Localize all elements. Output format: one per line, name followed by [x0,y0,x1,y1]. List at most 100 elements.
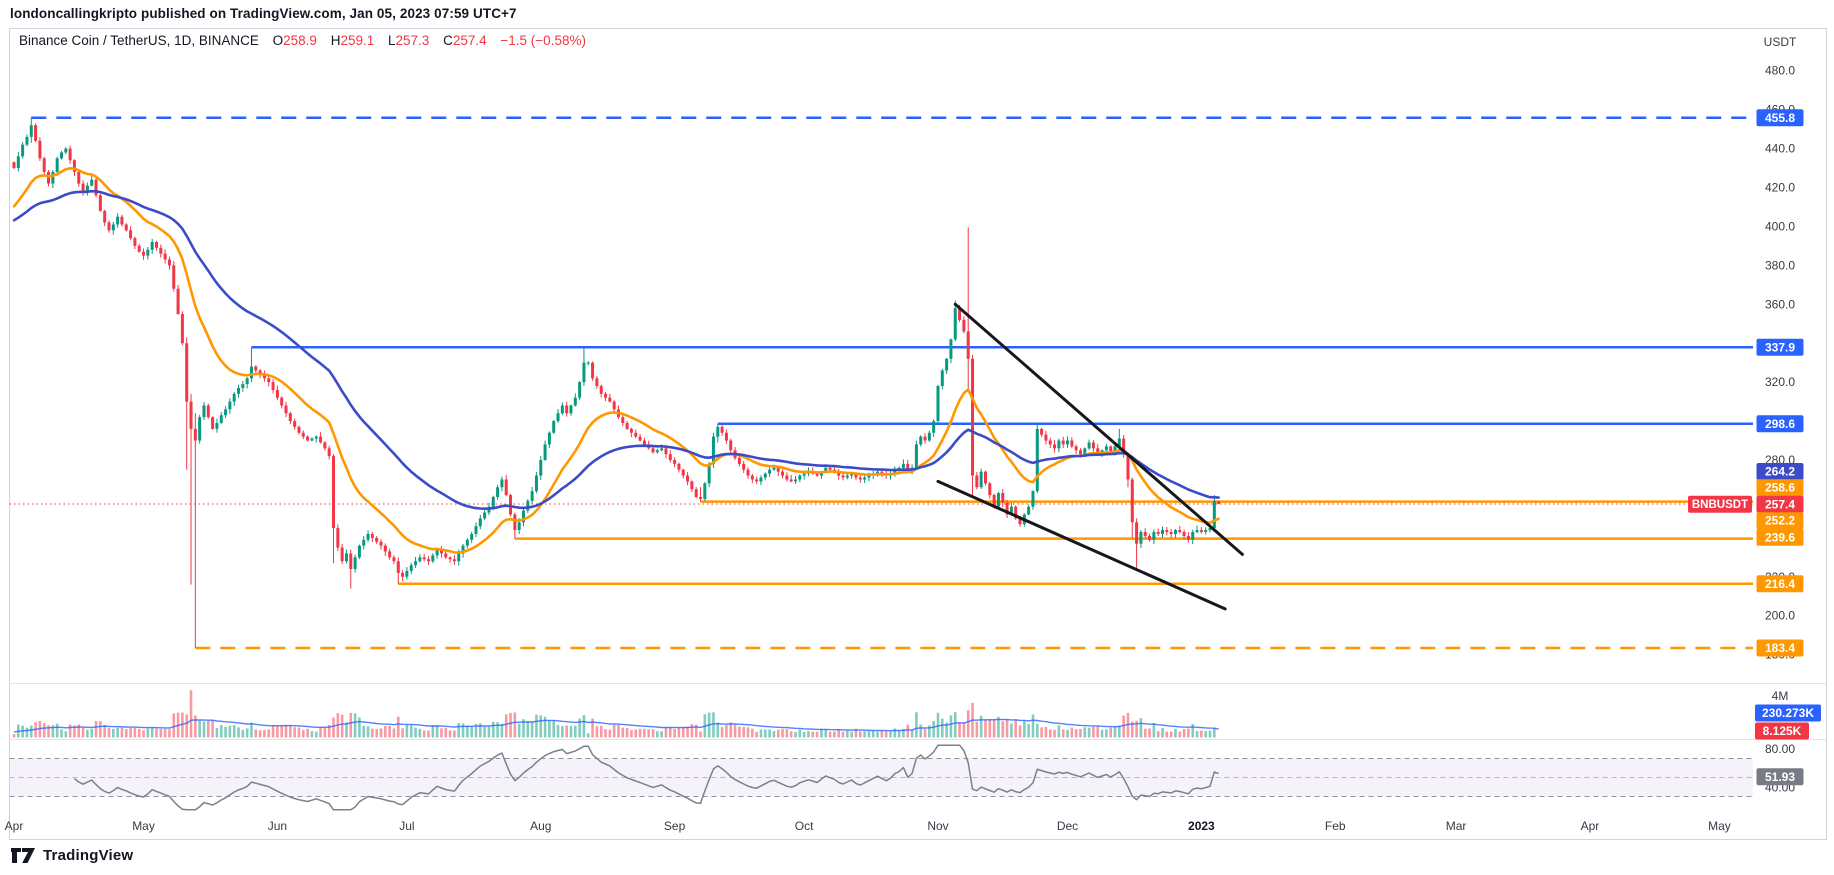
candle [914,444,918,468]
volume-bar [435,725,439,738]
volume-series[interactable] [12,690,1216,738]
volume-bar [1118,725,1121,738]
volume-bar [522,719,525,738]
time-axis-label[interactable]: May [132,819,155,833]
volume-bar [552,720,556,738]
candle [349,553,353,570]
last-price-badge-text: 257.4 [1765,497,1795,511]
price-axis-label[interactable]: 320.0 [1765,375,1795,389]
falling-wedge-upper[interactable] [953,302,1244,556]
candle [422,557,426,560]
candle [353,557,357,570]
time-axis-label[interactable]: Jul [399,819,414,833]
candle [543,444,547,460]
volume-bar [1087,727,1091,738]
time-axis-label[interactable]: Apr [1581,819,1600,833]
time-axis-label[interactable]: Feb [1325,819,1346,833]
time-axis-label[interactable]: 2023 [1188,819,1215,833]
candle [677,463,681,470]
time-axis-label[interactable]: Apr [5,819,24,833]
time-axis-label[interactable]: May [1708,819,1731,833]
volume-bar [621,727,625,738]
volume-bar [686,726,689,738]
rsi-line[interactable] [73,744,1219,811]
volume-bar [25,727,29,738]
tradingview-logo-icon[interactable] [10,847,36,864]
candle [703,483,707,499]
volume-bar [99,721,102,738]
candle [474,526,478,534]
volume-bar [474,724,478,738]
volume-bar [1057,725,1061,738]
volume-bar [988,719,992,738]
footer-brand[interactable]: TradingView [43,847,134,864]
volume-bar [388,725,391,738]
volume-bar [280,725,283,738]
candle [1208,528,1212,531]
volume-bar [517,723,521,738]
volume-bar [228,725,232,738]
time-axis-label[interactable]: Sep [664,819,686,833]
price-axis-label[interactable]: 440.0 [1765,142,1795,156]
candle [595,378,599,387]
candle [232,393,236,402]
volume-bar [271,725,275,738]
candle [854,473,858,478]
time-axis-label[interactable]: Aug [530,819,551,833]
time-axis-label[interactable]: Nov [927,819,948,833]
price-axis-label[interactable]: 400.0 [1765,219,1795,233]
volume-ma-line[interactable] [13,718,1219,733]
price-axis-label[interactable]: 380.0 [1765,258,1795,272]
volume-bar [1070,727,1074,738]
price-axis-label[interactable]: 360.0 [1765,297,1795,311]
time-axis-label[interactable]: Jun [268,819,287,833]
volume-bar [116,727,119,738]
candle [98,195,102,211]
ma-blue-value-badge [1756,463,1804,480]
time-axis-label[interactable]: Dec [1057,819,1078,833]
volume-bar [55,723,59,738]
candle [68,148,72,161]
candle [245,378,249,385]
volume-bar [1083,727,1087,738]
candle [945,358,949,371]
candle [586,362,590,364]
volume-bar [427,730,430,738]
candle [409,565,413,571]
volume-bar [60,729,63,738]
volume-bar [297,727,301,738]
candle [414,561,418,566]
price-axis-label[interactable]: 200.0 [1765,609,1795,623]
volume-bar [638,728,642,738]
volume-bar [776,729,780,738]
volume-bar [1096,726,1100,738]
candle [1204,530,1208,533]
candle [1091,442,1095,449]
volume-bar [366,726,370,738]
volume-bar [1135,720,1138,738]
volume-bar [997,716,1000,738]
rsi-axis-label-top[interactable]: 80.00 [1765,742,1795,756]
ma-orange-line[interactable] [12,167,1220,554]
volume-bar [1152,723,1156,738]
candle [379,541,383,546]
volume-bar [384,725,387,738]
volume-bar [565,725,568,738]
candle [150,241,154,250]
volume-bar [206,720,210,738]
falling-wedge-lower[interactable] [936,479,1227,611]
ma-blue-line[interactable] [12,189,1220,510]
level-183.4-badge-text: 183.4 [1765,641,1795,655]
volume-axis-label[interactable]: 4M [1772,689,1789,703]
volume-bar [1161,728,1164,738]
time-axis-label[interactable]: Mar [1446,819,1467,833]
volume-bar [867,730,871,738]
time-axis-label[interactable]: Oct [795,819,814,833]
price-axis-label[interactable]: 480.0 [1765,64,1795,78]
candle [668,454,672,460]
price-axis-label[interactable]: 420.0 [1765,180,1795,194]
candle [405,570,409,577]
volume-bar [966,710,970,738]
volume-bar [1031,714,1035,738]
